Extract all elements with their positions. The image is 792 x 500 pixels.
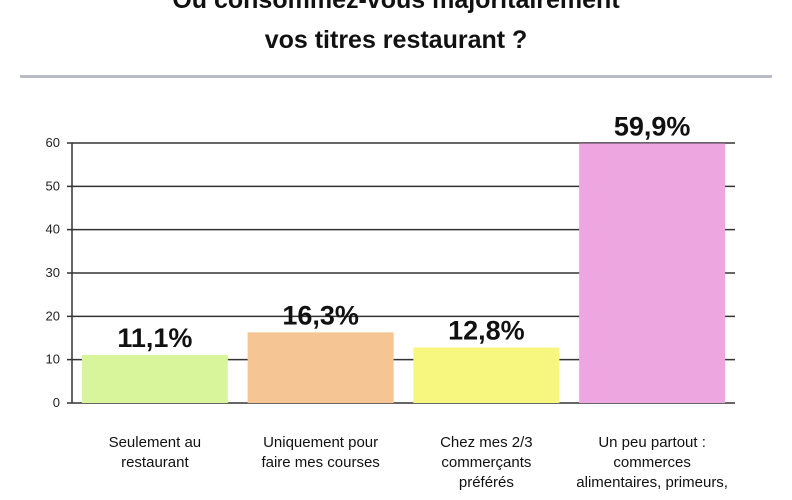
category-label-line: commerces bbox=[613, 454, 691, 471]
bar-1 bbox=[81, 354, 228, 403]
category-label-line: Seulement au bbox=[108, 434, 202, 451]
category-label-line: Un peu partout : bbox=[598, 434, 706, 451]
title-divider bbox=[20, 75, 772, 78]
category-label-1: Seulement au restaurant bbox=[70, 433, 240, 473]
chart-title-line-2: vos titres restaurant ? bbox=[264, 26, 528, 54]
category-label-line: Uniquement pour bbox=[263, 434, 379, 451]
category-label-line: Chez mes 2/3 bbox=[440, 434, 533, 451]
category-label-2: Uniquement pour faire mes courses bbox=[236, 433, 406, 473]
y-tick-label: 50 bbox=[46, 178, 60, 193]
category-label-line: alimentaires, primeurs, bbox=[576, 474, 728, 491]
category-label-line: commerçants bbox=[441, 454, 532, 471]
data-label-3: 12,8% bbox=[448, 316, 525, 346]
data-label-4: 59,9% bbox=[614, 111, 691, 141]
chart-title-line-1: Où consommez-vous majoritairement bbox=[172, 0, 620, 14]
category-label-4: Un peu partout : commerces alimentaires, p… bbox=[567, 433, 737, 493]
y-tick-label: 30 bbox=[46, 265, 60, 280]
category-label-line: restaurant bbox=[121, 454, 189, 471]
data-label-2: 16,3% bbox=[282, 300, 359, 330]
category-label-line: préférés bbox=[458, 474, 514, 491]
category-label-line: faire mes courses bbox=[261, 454, 380, 471]
data-label-1: 11,1% bbox=[117, 323, 192, 353]
y-tick-label: 10 bbox=[46, 352, 60, 367]
y-tick-label: 60 bbox=[46, 135, 60, 150]
y-tick-label: 0 bbox=[53, 395, 60, 410]
bar-2 bbox=[247, 332, 394, 403]
bar-4 bbox=[579, 143, 726, 403]
y-tick-label: 40 bbox=[46, 222, 60, 237]
y-tick-label: 20 bbox=[46, 308, 60, 323]
category-label-3: Chez mes 2/3 commerçants préférés bbox=[401, 433, 571, 493]
bar-3 bbox=[413, 347, 560, 403]
